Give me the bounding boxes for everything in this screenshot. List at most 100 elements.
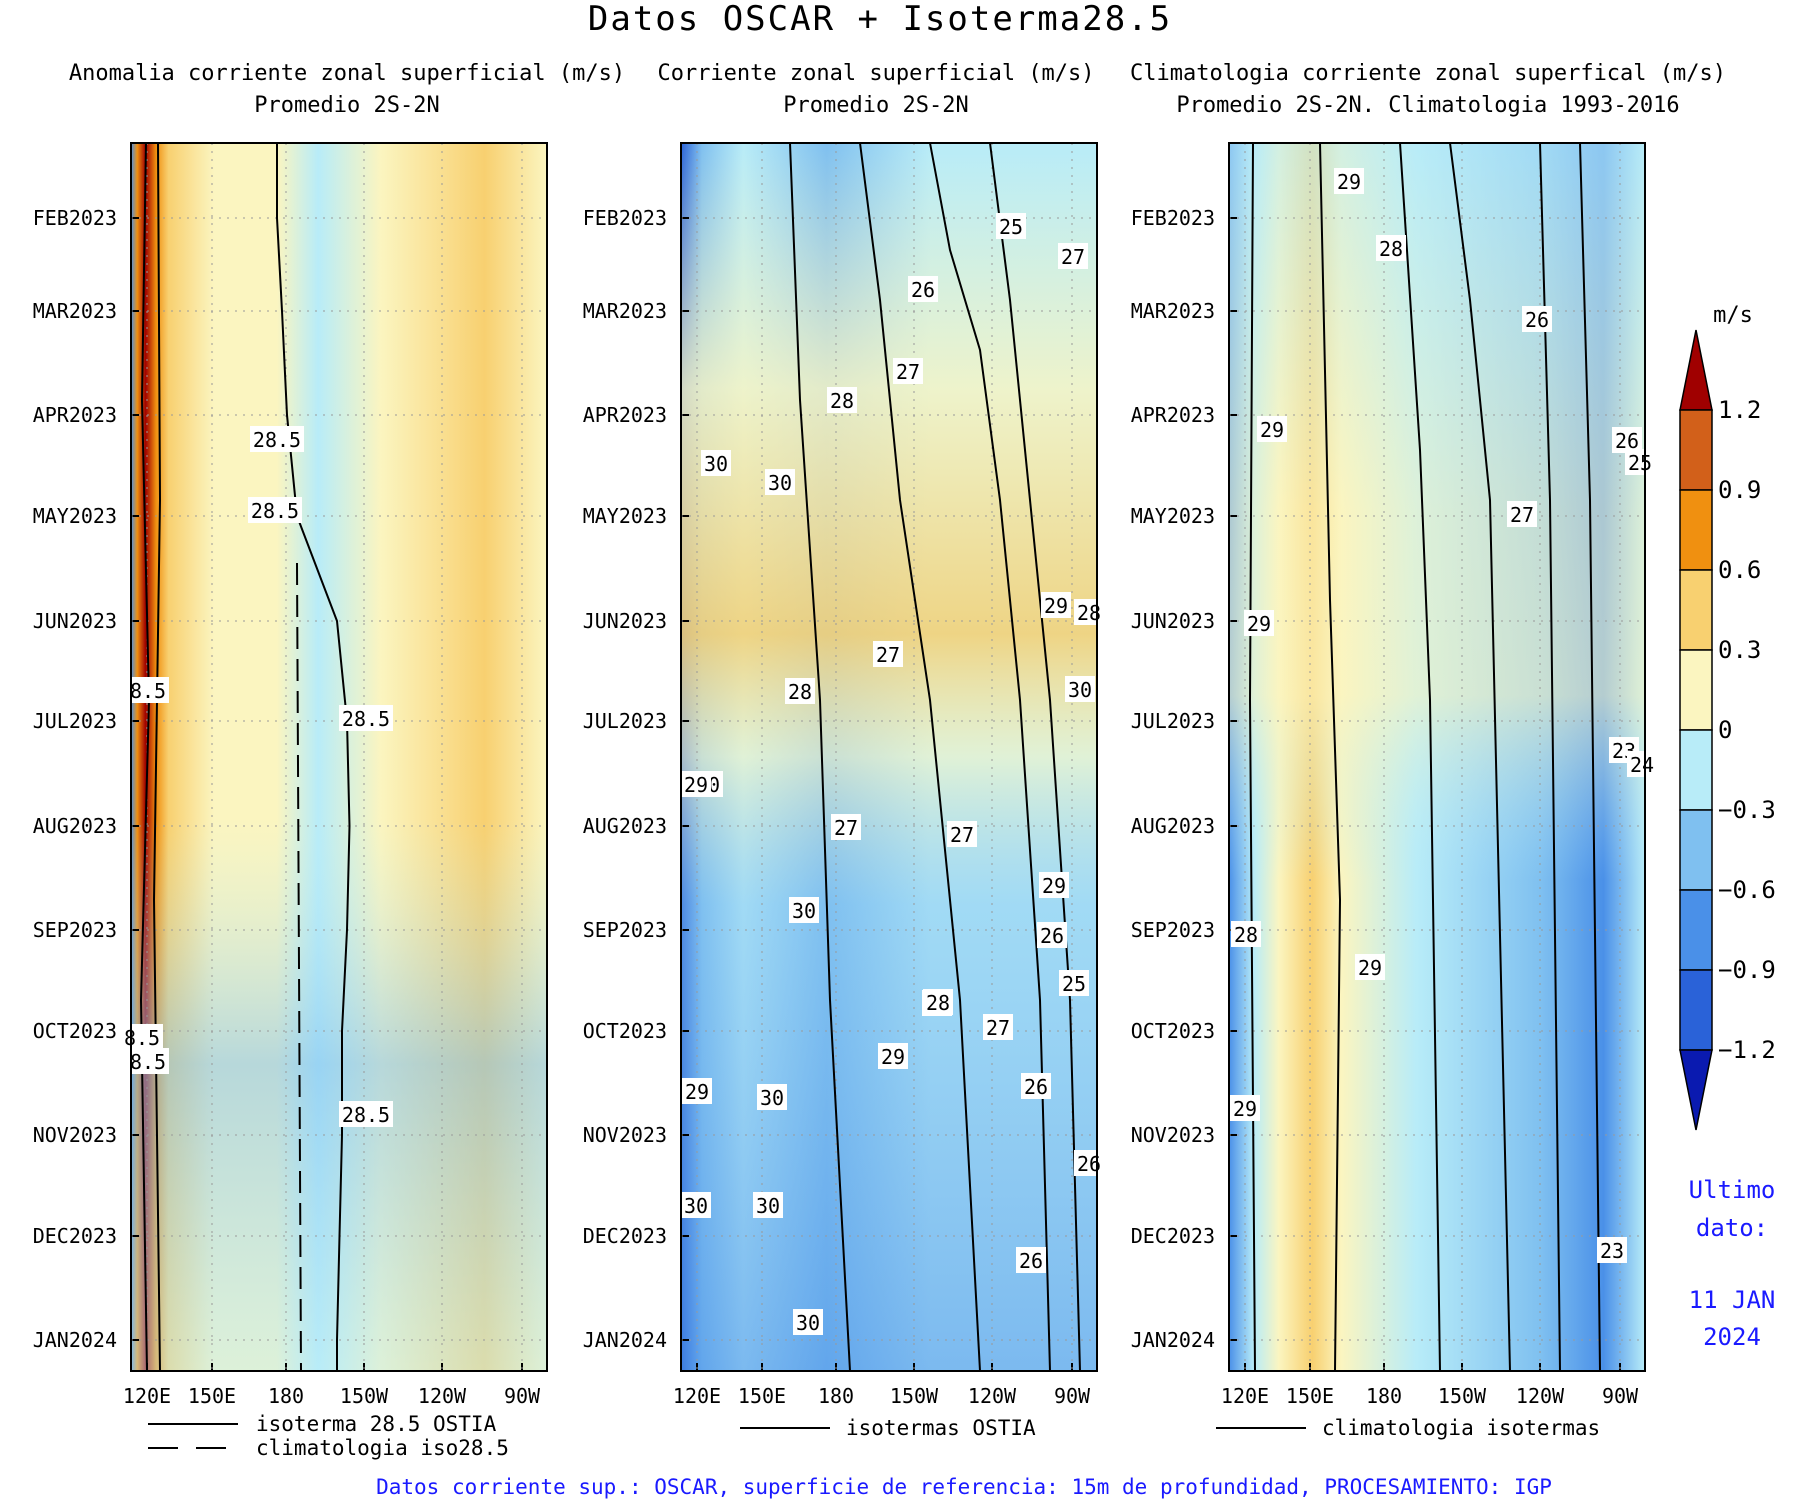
y-tick-label: AUG2023 xyxy=(1131,814,1215,838)
contour-label: 27 xyxy=(876,643,900,667)
contour-label-bg xyxy=(1059,970,1089,996)
contour-label: 27 xyxy=(1510,503,1534,527)
contour-label: 30 xyxy=(760,1086,784,1110)
y-tick-label: JUL2023 xyxy=(1131,709,1215,733)
contour-label-bg xyxy=(121,1024,163,1050)
contour-label: 29 xyxy=(1337,170,1361,194)
x-tick-label: 90W xyxy=(504,1384,541,1408)
panel-climatology: Climatologia corriente zonal superfical … xyxy=(1130,61,1726,1440)
contour-label-bg xyxy=(682,1078,712,1104)
panel1-subtitle: Promedio 2S-2N xyxy=(254,93,439,118)
contour-label-bg xyxy=(789,897,819,923)
y-tick-label: AUG2023 xyxy=(33,814,117,838)
panel1-frame xyxy=(130,142,548,1372)
contour-label-bg xyxy=(1597,1237,1627,1263)
contour-label-bg xyxy=(793,1309,823,1335)
x-tick-label: 90W xyxy=(1602,1384,1639,1408)
contour-label-bg xyxy=(831,814,861,840)
contour-label-bg xyxy=(127,1048,169,1074)
contour-label-bg xyxy=(893,358,923,384)
y-tick-label: JUN2023 xyxy=(1131,609,1215,633)
y-tick-label: SEP2023 xyxy=(33,918,117,942)
contour-label: 27 xyxy=(986,1016,1010,1040)
contour-label: 28 xyxy=(1234,923,1258,947)
colorbar-level-label: −0.9 xyxy=(1718,956,1776,984)
y-tick-label: SEP2023 xyxy=(1131,918,1215,942)
colorbar-segment xyxy=(1679,409,1713,491)
x-tick-label: 150E xyxy=(738,1384,786,1408)
contour-label: 23 xyxy=(1600,1239,1624,1263)
y-tick-label: OCT2023 xyxy=(583,1019,667,1043)
contour-label-bg xyxy=(873,641,903,667)
contour-label: 28 xyxy=(1379,237,1403,261)
x-tick-label: 150E xyxy=(1286,1384,1334,1408)
colorbar-segment xyxy=(1679,569,1713,651)
panel2-title: Corriente zonal superficial (m/s) xyxy=(657,61,1094,86)
contour-label: 28 xyxy=(830,389,854,413)
main-title: Datos OSCAR + Isoterma28.5 xyxy=(588,0,1172,39)
contour-label: 28 xyxy=(788,680,812,704)
x-tick-label: 120W xyxy=(418,1384,467,1408)
y-tick-label: JUL2023 xyxy=(583,709,667,733)
contour-label: 28.5 xyxy=(342,707,390,731)
contour-label-bg xyxy=(923,989,953,1015)
contour-label: 8.5 xyxy=(124,1026,160,1050)
contour-label-bg xyxy=(1041,592,1071,618)
panel2-frame xyxy=(680,142,1098,1372)
panel3-title: Climatologia corriente zonal superfical … xyxy=(1130,61,1726,86)
contour-label: 27 xyxy=(834,816,858,840)
y-tick-label: JAN2024 xyxy=(33,1328,117,1352)
panel1-climatology-iso28-5-line xyxy=(296,562,302,1372)
contour-label-bg xyxy=(1376,235,1406,261)
x-tick-label: 120E xyxy=(673,1384,721,1408)
colorbar-unit: m/s xyxy=(1713,303,1753,328)
contour-label-bg xyxy=(681,771,711,797)
contour-label: 27 xyxy=(1061,245,1085,269)
legend-isotermas-ostia: isotermas OSTIA xyxy=(846,1416,1036,1440)
y-tick-label: MAY2023 xyxy=(1131,504,1215,528)
y-tick-label: MAR2023 xyxy=(33,299,117,323)
legend-climatologia-iso: climatologia iso28.5 xyxy=(256,1436,509,1460)
contour-label-bg xyxy=(1065,676,1095,702)
contour-label: 26 xyxy=(911,278,935,302)
contour-label: 25 xyxy=(1628,451,1652,475)
contour-label-bg xyxy=(1244,610,1274,636)
contour-label: 30 xyxy=(792,899,816,923)
colorbar-level-label: 0 xyxy=(1718,716,1732,744)
colorbar-level-label: 1.2 xyxy=(1718,396,1761,424)
legend-climatologia-isotermas: climatologia isotermas xyxy=(1322,1416,1600,1440)
colorbar-segment xyxy=(1679,489,1713,571)
x-tick-label: 120E xyxy=(123,1384,171,1408)
x-tick-label: 150W xyxy=(340,1384,389,1408)
y-tick-label: APR2023 xyxy=(33,403,117,427)
contour-label: 29 xyxy=(685,1080,709,1104)
y-tick-label: MAR2023 xyxy=(583,299,667,323)
y-tick-label: FEB2023 xyxy=(583,206,667,230)
contour-label: 29 xyxy=(1260,418,1284,442)
y-tick-label: SEP2023 xyxy=(583,918,667,942)
contour-label-bg xyxy=(1522,306,1552,332)
contour-label-bg xyxy=(908,276,938,302)
contour-label: 28 xyxy=(926,991,950,1015)
panel3-subtitle: Promedio 2S-2N. Climatologia 1993-2016 xyxy=(1176,93,1679,118)
contour-label-bg xyxy=(248,497,302,523)
colorbar: m/s 1.2 0.9 0.6 0.3 0 −0.3 −0.6 −0.9 −1.2 xyxy=(1679,303,1776,1131)
colorbar-top-triangle xyxy=(1679,329,1713,411)
contour-label-bg xyxy=(681,1192,711,1218)
colorbar-segment xyxy=(1679,729,1713,811)
x-tick-label: 150E xyxy=(188,1384,236,1408)
contour-label-bg xyxy=(827,387,857,413)
contour-label: 26 xyxy=(1525,308,1549,332)
y-tick-label: MAR2023 xyxy=(1131,299,1215,323)
contour-label: 27 xyxy=(896,360,920,384)
y-tick-label: AUG2023 xyxy=(583,814,667,838)
contour-label: 8.5 xyxy=(130,1050,166,1074)
x-tick-label: 120W xyxy=(1516,1384,1565,1408)
contour-label: 29 xyxy=(684,773,708,797)
contour-label-bg xyxy=(947,821,977,847)
x-tick-label: 120E xyxy=(1221,1384,1269,1408)
contour-label-bg xyxy=(1334,168,1364,194)
contour-label: 29 xyxy=(881,1045,905,1069)
contour-label-bg xyxy=(250,426,304,452)
